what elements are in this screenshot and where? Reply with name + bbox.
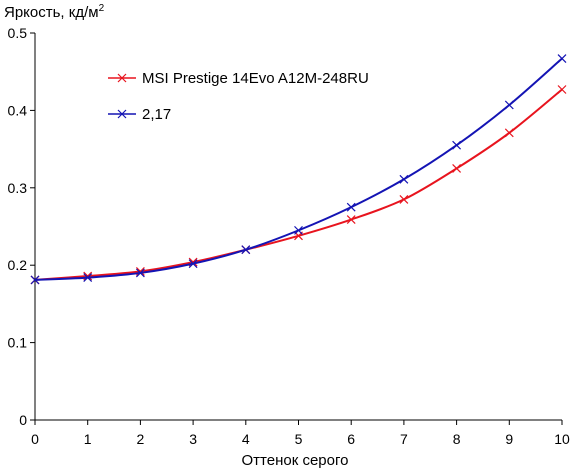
x-tick-label: 1 xyxy=(84,431,92,447)
y-ticks: 0 0.1 0.2 0.3 0.4 0.5 xyxy=(8,25,35,428)
series-2-point xyxy=(135,268,145,278)
y-axis-label: Яркость, кд/м2 xyxy=(4,3,105,21)
series-2-point xyxy=(83,273,93,283)
legend-marker-2-x xyxy=(117,109,127,119)
x-tick-label: 3 xyxy=(189,431,197,447)
y-axis-label-superscript: 2 xyxy=(99,3,105,14)
plot-area: 0 0.1 0.2 0.3 0.4 0.5 0 1 2 3 4 5 6 7 8 9 10 xyxy=(8,25,570,447)
y-tick-label: 0 xyxy=(19,412,27,428)
x-tick-label: 10 xyxy=(554,431,570,447)
x-tick-label: 5 xyxy=(295,431,303,447)
x-tick-label: 0 xyxy=(31,431,39,447)
legend: MSI Prestige 14Evo A12M-248RU 2,17 xyxy=(108,70,369,123)
y-tick-label: 0.1 xyxy=(8,335,28,351)
series-2-point xyxy=(30,275,40,285)
series-1-point xyxy=(452,164,462,173)
series-1-point xyxy=(504,128,514,138)
x-tick-label: 9 xyxy=(505,431,513,447)
y-tick-label: 0.4 xyxy=(8,102,28,118)
series-1-point xyxy=(346,215,356,224)
legend-entry-2: 2,17 xyxy=(108,106,171,123)
series-2-point xyxy=(346,202,356,212)
series-2-point xyxy=(188,259,198,269)
x-tick-label: 7 xyxy=(400,431,408,447)
legend-marker-1 xyxy=(117,73,127,83)
y-tick-label: 0.3 xyxy=(8,180,28,196)
legend-entry-1: MSI Prestige 14Evo A12M-248RU xyxy=(108,70,369,87)
x-ticks: 0 1 2 3 4 5 6 7 8 9 10 xyxy=(31,420,570,447)
legend-label-2: 2,17 xyxy=(142,106,171,123)
series-1-point xyxy=(399,194,409,204)
x-tick-label: 8 xyxy=(453,431,461,447)
series-layer xyxy=(30,54,567,285)
legend-label-1: MSI Prestige 14Evo A12M-248RU xyxy=(142,70,369,87)
series-2-point xyxy=(452,140,462,150)
x-tick-label: 2 xyxy=(137,431,145,447)
x-tick-label: 4 xyxy=(242,431,250,447)
y-tick-label: 0.2 xyxy=(8,257,28,273)
x-axis-label: Оттенок серого xyxy=(242,452,349,468)
series-2-point xyxy=(399,174,409,184)
series-2-point xyxy=(241,245,251,255)
x-tick-label: 6 xyxy=(347,431,355,447)
series-line-2 xyxy=(34,57,563,281)
legend-marker-1-x xyxy=(117,73,127,83)
series-2-point xyxy=(504,100,514,110)
series-2-point xyxy=(557,54,567,63)
y-tick-label: 0.5 xyxy=(8,25,28,41)
series-1-point xyxy=(557,85,567,94)
series-2-point xyxy=(294,225,303,235)
legend-marker-2 xyxy=(117,109,127,119)
series-line-1 xyxy=(34,88,563,281)
